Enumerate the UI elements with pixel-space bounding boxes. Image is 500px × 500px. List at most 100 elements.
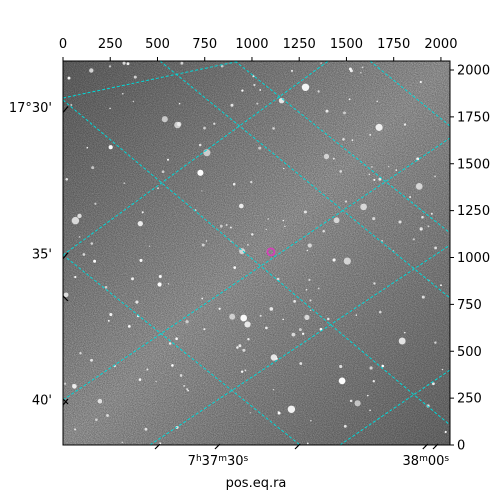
star	[269, 307, 274, 311]
star	[333, 217, 340, 224]
star	[259, 314, 262, 317]
grid-line	[159, 61, 450, 299]
star	[126, 62, 130, 66]
dec-tick-label: 17°30'	[9, 101, 52, 116]
star	[327, 317, 330, 321]
star	[203, 149, 211, 157]
star	[303, 210, 307, 214]
star	[121, 441, 124, 444]
star	[256, 102, 259, 105]
star	[319, 327, 323, 331]
star	[430, 212, 433, 215]
star	[157, 187, 159, 190]
right-tick-label: 2000	[457, 64, 490, 79]
star	[270, 354, 278, 361]
right-tick-label: 1500	[457, 157, 490, 172]
star	[338, 377, 346, 385]
star	[252, 75, 255, 78]
star	[107, 319, 110, 322]
star	[387, 165, 390, 168]
star	[201, 297, 204, 300]
right-tick-label: 250	[457, 392, 482, 407]
ra-tick-label: 38m00s	[403, 454, 450, 469]
star	[323, 153, 330, 160]
star	[63, 382, 67, 385]
star	[301, 83, 310, 92]
star	[373, 282, 376, 285]
star	[251, 233, 254, 236]
star	[444, 430, 447, 434]
star	[230, 103, 234, 107]
bottom-tick-mark	[294, 443, 301, 450]
star	[132, 100, 134, 103]
star	[373, 178, 376, 181]
star	[71, 216, 80, 225]
star	[232, 182, 236, 186]
star	[272, 127, 275, 130]
star	[109, 312, 113, 317]
bottom-tick-mark	[432, 443, 439, 450]
sky-image	[63, 61, 450, 445]
star	[395, 169, 398, 171]
star	[344, 200, 348, 203]
star	[186, 388, 188, 390]
star	[106, 414, 109, 417]
star	[376, 100, 378, 103]
grid-line	[63, 61, 241, 99]
grid-line	[369, 61, 450, 127]
star	[185, 320, 189, 324]
star	[360, 203, 367, 211]
star	[93, 259, 97, 263]
star	[440, 284, 442, 287]
star	[133, 75, 137, 79]
star	[238, 203, 244, 209]
dec-tick-label: 40'	[32, 394, 52, 409]
star	[82, 253, 86, 256]
star	[306, 442, 309, 445]
star	[379, 310, 382, 314]
star	[298, 328, 302, 332]
star	[225, 224, 228, 226]
left-tick-mark	[62, 398, 69, 405]
star	[220, 64, 224, 68]
star	[197, 169, 204, 176]
star	[95, 418, 98, 421]
right-pixel-axis: 0 250 500 750 1000 1250 1500 1750 2000	[450, 64, 490, 454]
right-tick-label: 1750	[457, 110, 490, 125]
star	[332, 258, 336, 262]
grid-line	[63, 99, 450, 426]
star	[176, 121, 182, 127]
left-tick-mark	[62, 252, 69, 260]
plot-frame	[62, 60, 451, 446]
star	[355, 314, 358, 316]
star	[265, 326, 268, 330]
star	[372, 380, 375, 383]
star	[131, 277, 134, 281]
star	[203, 328, 206, 331]
star	[63, 292, 69, 298]
bottom-tick-mark	[214, 443, 221, 450]
right-tick-label: 0	[457, 439, 465, 454]
star	[322, 229, 325, 233]
star	[138, 378, 142, 381]
star	[65, 177, 69, 181]
bottom-ra-axis: 7h37m30s 38m00s	[154, 443, 450, 469]
star	[409, 196, 412, 198]
star	[78, 236, 81, 238]
left-dec-axis: 17°30' 35' 40'	[9, 101, 69, 409]
star	[166, 158, 170, 161]
star	[229, 313, 236, 320]
star	[282, 219, 285, 222]
star	[325, 109, 329, 113]
star	[175, 337, 178, 341]
star	[309, 309, 312, 311]
star	[244, 369, 247, 372]
star	[348, 98, 351, 101]
star	[432, 382, 435, 386]
star	[301, 332, 305, 335]
star	[272, 389, 275, 391]
star	[240, 314, 248, 322]
star	[137, 220, 143, 227]
star	[97, 398, 103, 404]
star	[398, 220, 402, 224]
